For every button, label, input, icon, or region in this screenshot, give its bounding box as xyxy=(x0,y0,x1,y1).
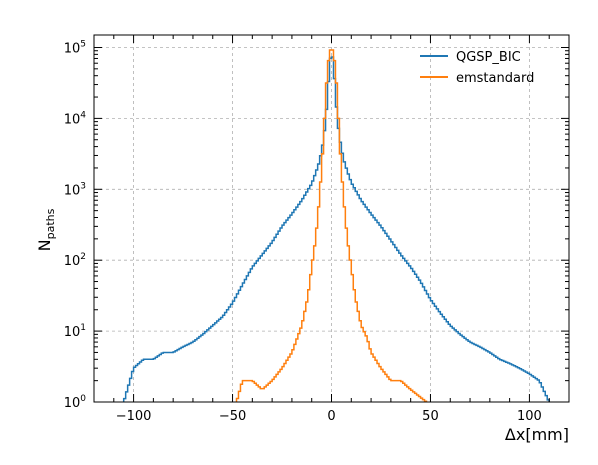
y-tick-label: 102 xyxy=(64,252,86,269)
y-tick-label: 104 xyxy=(64,110,87,127)
x-tick-label: 100 xyxy=(517,409,542,424)
x-axis-label: Δx[mm] xyxy=(505,425,569,444)
legend-label-emstandard: emstandard xyxy=(456,71,534,86)
legend-label-qgsp-bic: QGSP_BIC xyxy=(456,50,521,65)
y-axis-label: Npaths xyxy=(35,208,57,251)
y-axis-label-main: N xyxy=(35,239,54,251)
y-tick-label: 103 xyxy=(64,181,86,198)
y-axis: 100 101 102 103 104 105 xyxy=(64,39,569,411)
x-tick-label: −50 xyxy=(219,409,246,424)
y-tick-label: 100 xyxy=(64,394,87,411)
grid xyxy=(94,35,569,402)
x-axis: −100 −50 0 50 100 xyxy=(113,35,550,424)
series-line-qgsp-bic xyxy=(122,56,550,402)
series-line-emstandard xyxy=(235,49,428,402)
legend: QGSP_BIC emstandard xyxy=(420,50,534,86)
y-axis-label-subscript: paths xyxy=(44,208,57,239)
series-layer xyxy=(122,49,550,402)
y-tick-label: 105 xyxy=(64,39,86,56)
x-tick-label: 50 xyxy=(422,409,439,424)
x-tick-label: −100 xyxy=(116,409,152,424)
x-tick-label: 0 xyxy=(327,409,335,424)
y-tick-label: 101 xyxy=(64,323,86,340)
